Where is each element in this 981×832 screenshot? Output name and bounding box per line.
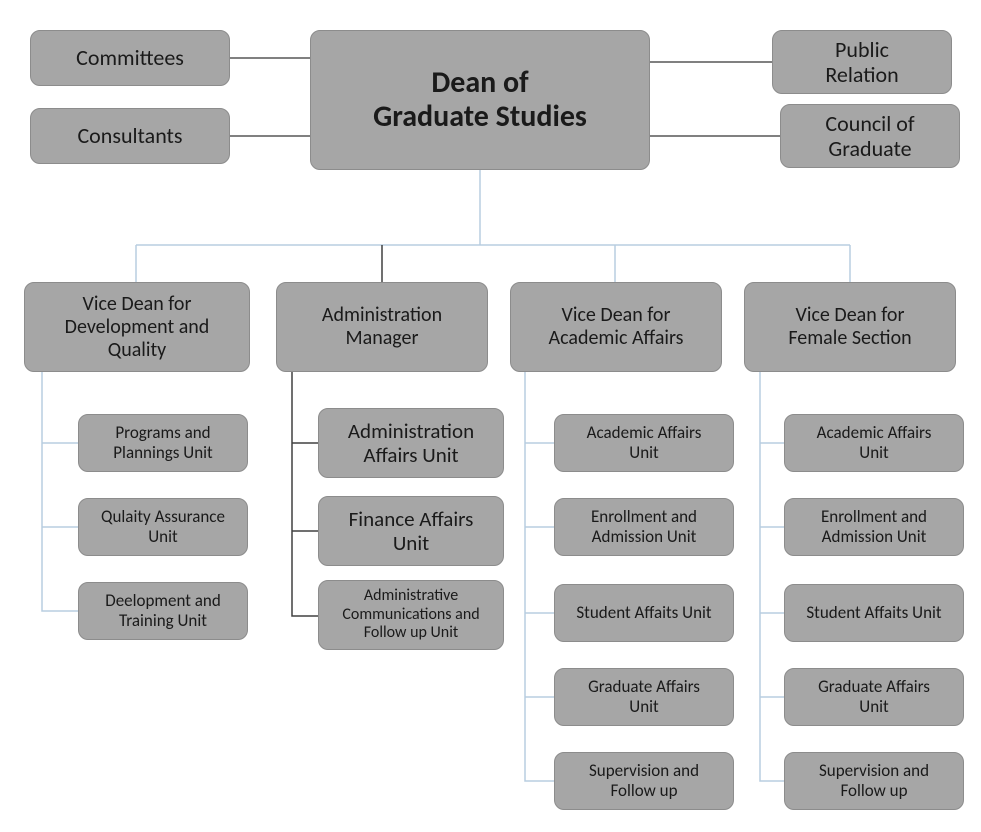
node-label: AdministrationManager (322, 304, 442, 350)
node-ac_acad: Academic AffairsUnit (554, 414, 734, 472)
node-label: Vice Dean forDevelopment andQuality (65, 293, 210, 362)
node-ac_student: Student Affaits Unit (554, 584, 734, 642)
node-label: Deelopment andTraining Unit (105, 591, 221, 630)
node-label: Consultants (77, 123, 182, 148)
node-consultants: Consultants (30, 108, 230, 164)
node-dq_training: Deelopment andTraining Unit (78, 582, 248, 640)
node-fs_sup: Supervision andFollow up (784, 752, 964, 810)
node-ac_sup: Supervision andFollow up (554, 752, 734, 810)
node-label: Programs andPlannings Unit (113, 423, 212, 462)
node-label: Academic AffairsUnit (587, 423, 702, 462)
node-admin_manager: AdministrationManager (276, 282, 488, 372)
node-label: Finance AffairsUnit (349, 507, 474, 555)
node-label: Qulaity AssuranceUnit (101, 507, 225, 546)
node-label: Vice Dean forAcademic Affairs (549, 304, 684, 350)
node-label: Student Affaits Unit (576, 603, 711, 623)
node-ac_enroll: Enrollment andAdmission Unit (554, 498, 734, 556)
node-public_relation: PublicRelation (772, 30, 952, 94)
node-dq_qa: Qulaity AssuranceUnit (78, 498, 248, 556)
node-label: Graduate AffairsUnit (588, 677, 700, 716)
node-fs_enroll: Enrollment andAdmission Unit (784, 498, 964, 556)
node-label: Enrollment andAdmission Unit (821, 507, 927, 546)
node-committees: Committees (30, 30, 230, 86)
node-label: Enrollment andAdmission Unit (591, 507, 697, 546)
node-vice_female: Vice Dean forFemale Section (744, 282, 956, 372)
node-label: Committees (76, 45, 184, 70)
node-label: Academic AffairsUnit (817, 423, 932, 462)
node-am_comm: AdministrativeCommunications andFollow u… (318, 580, 504, 650)
node-label: Supervision andFollow up (589, 761, 699, 800)
node-vice_academic: Vice Dean forAcademic Affairs (510, 282, 722, 372)
node-ac_grad: Graduate AffairsUnit (554, 668, 734, 726)
org-chart-stage: Dean ofGraduate Studies Committees Consult… (0, 0, 981, 832)
node-dean: Dean ofGraduate Studies (310, 30, 650, 170)
node-dq_programs: Programs andPlannings Unit (78, 414, 248, 472)
node-am_finance: Finance AffairsUnit (318, 496, 504, 566)
node-fs_student: Student Affaits Unit (784, 584, 964, 642)
node-label: Student Affaits Unit (806, 603, 941, 623)
node-am_admin: AdministrationAffairs Unit (318, 408, 504, 478)
node-label: PublicRelation (825, 37, 898, 88)
node-fs_acad: Academic AffairsUnit (784, 414, 964, 472)
node-label: AdministrationAffairs Unit (348, 419, 474, 467)
node-label: Dean ofGraduate Studies (373, 66, 587, 135)
node-label: Supervision andFollow up (819, 761, 929, 800)
node-label: Graduate AffairsUnit (818, 677, 930, 716)
node-label: Council ofGraduate (825, 111, 914, 162)
node-fs_grad: Graduate AffairsUnit (784, 668, 964, 726)
node-label: AdministrativeCommunications andFollow u… (342, 587, 479, 642)
node-council_graduate: Council ofGraduate (780, 104, 960, 168)
node-label: Vice Dean forFemale Section (788, 304, 911, 350)
node-vice_dev_quality: Vice Dean forDevelopment andQuality (24, 282, 250, 372)
